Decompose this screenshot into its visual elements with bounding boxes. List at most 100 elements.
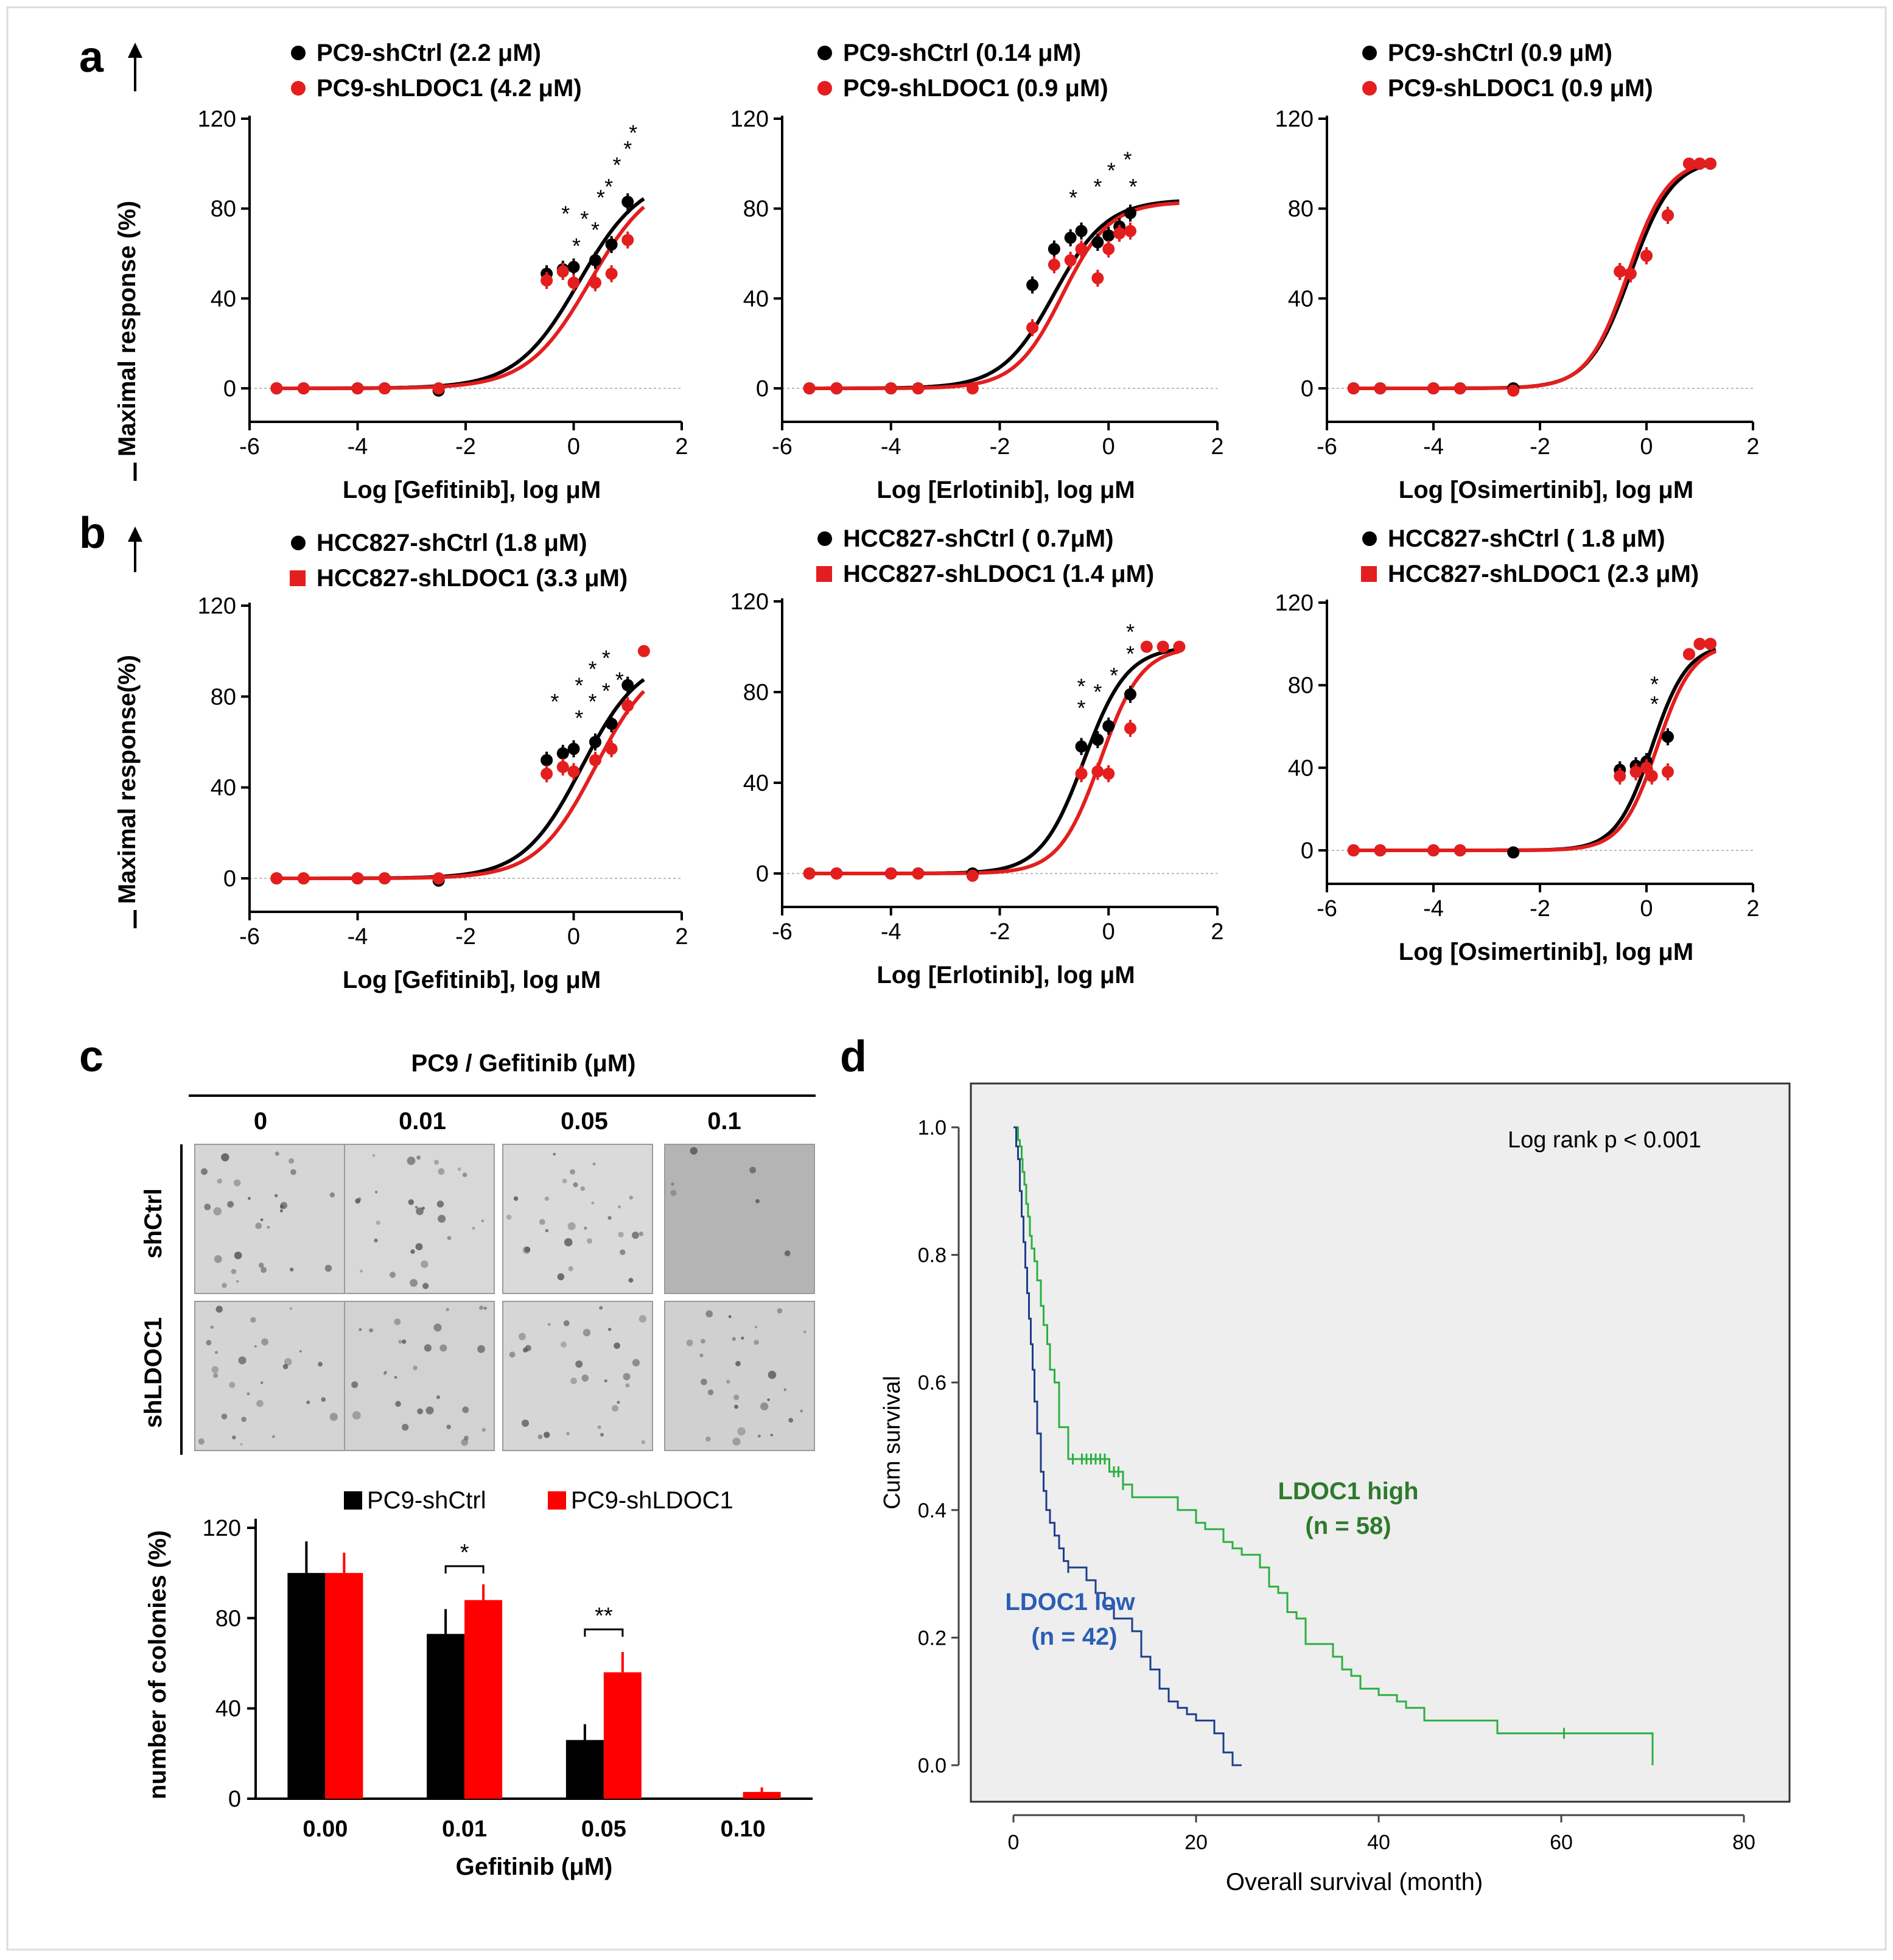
- colony-dot: [518, 1332, 526, 1340]
- data-point-1: [589, 754, 601, 766]
- colony-dot: [604, 1379, 607, 1383]
- data-point-1: [1704, 157, 1716, 170]
- data-point-1: [1614, 265, 1626, 278]
- panel-c-images: PC9 / Gefitinib (μM) 0 0.01 0.05 0.1 shC…: [140, 1050, 816, 1455]
- colony-dot: [372, 1154, 376, 1157]
- colony-dot: [625, 1383, 630, 1388]
- significance-star: *: [591, 217, 600, 242]
- colony-dot: [690, 1147, 698, 1155]
- significance-star: *: [580, 206, 589, 231]
- colony-dot: [416, 1155, 421, 1160]
- km-label-low: LDOC1 low: [1005, 1589, 1135, 1615]
- colony-dot: [628, 1278, 634, 1283]
- data-point-0: [1075, 225, 1088, 237]
- significance-star: *: [602, 646, 611, 671]
- colony-dot: [241, 1416, 247, 1423]
- colony-image-bg: [344, 1144, 495, 1294]
- image-row-1: shLDOC1: [140, 1317, 167, 1428]
- legend-marker-0: [1362, 531, 1377, 546]
- colony-dot: [289, 1307, 292, 1310]
- colony-dot: [318, 1362, 323, 1367]
- data-point-0: [1026, 279, 1039, 292]
- data-point-1: [1091, 765, 1104, 778]
- dose-panel-b3: 0 40 80 120 -6 -4 -2 0 2 Log [Osimertinib], log μ…: [1275, 525, 1760, 965]
- colony-image-bg: [664, 1144, 815, 1294]
- colony-dot: [200, 1168, 208, 1175]
- fit-curve-1: [809, 649, 1180, 875]
- fit-curve-1: [1353, 160, 1716, 390]
- colony-dot: [446, 1424, 451, 1429]
- colony-dot: [282, 1363, 289, 1370]
- data-point-1: [1113, 227, 1126, 240]
- colony-dot: [573, 1182, 578, 1188]
- significance-star: *: [1077, 674, 1086, 699]
- significance-star: *: [602, 678, 611, 703]
- data-point-0: [605, 718, 618, 730]
- data-point-1: [1374, 844, 1387, 856]
- colony-dot: [402, 1424, 409, 1431]
- colony-dot: [686, 1339, 693, 1346]
- bar-category-label: 0.05: [581, 1816, 626, 1842]
- fit-curve-1: [276, 205, 645, 390]
- colony-dot: [213, 1373, 219, 1378]
- colony-image-r0-c2: [502, 1144, 653, 1294]
- colony-dot: [671, 1182, 674, 1186]
- x-tick-label: -6: [772, 434, 793, 460]
- data-point-1: [1102, 243, 1115, 256]
- panel-label-c: c: [79, 1032, 103, 1081]
- dose-panel-a1: 0 40 80 120 -6 -4 -2 0 2 Log [Gefitinib], log μM *…: [198, 40, 688, 503]
- km-plot-area: [970, 1082, 1791, 1803]
- colony-dot: [231, 1269, 237, 1275]
- colony-dot: [408, 1199, 415, 1205]
- colony-dot: [545, 1229, 549, 1233]
- significance-star: *: [612, 153, 621, 178]
- data-point-1: [830, 867, 843, 880]
- y-tick-label: 0: [1301, 376, 1314, 402]
- data-point-1: [1156, 640, 1169, 653]
- colony-dot: [641, 1440, 646, 1444]
- colony-dot: [462, 1172, 467, 1177]
- colony-dot: [410, 1249, 415, 1254]
- colony-dot: [227, 1201, 234, 1208]
- y-tick-label: 0: [223, 376, 236, 402]
- colony-image-r0-c1: [344, 1144, 495, 1294]
- colony-dot: [600, 1433, 604, 1437]
- y-tick-label: 40: [743, 286, 769, 312]
- colony-dot: [612, 1405, 618, 1412]
- x-tick-label: 2: [1746, 434, 1759, 460]
- significance-label: *: [460, 1540, 469, 1566]
- data-point-1: [432, 872, 445, 884]
- colony-dot: [553, 1152, 556, 1156]
- colony-dot: [324, 1264, 332, 1272]
- legend-label-0: PC9-shCtrl (0.9 μM): [1388, 40, 1612, 66]
- y-tick-label: 80: [211, 197, 236, 222]
- data-point-1: [1640, 250, 1653, 262]
- bar-legend-marker-1: [548, 1491, 566, 1510]
- colony-dot: [800, 1409, 803, 1413]
- colony-dot: [760, 1402, 769, 1411]
- data-point-1: [432, 382, 445, 394]
- colony-dot: [280, 1202, 288, 1209]
- data-point-1: [1704, 637, 1716, 650]
- legend-marker-1: [290, 570, 306, 586]
- x-tick-label: -4: [1423, 896, 1444, 922]
- data-point-1: [351, 872, 364, 884]
- colony-dot: [221, 1413, 228, 1419]
- significance-star: *: [1110, 663, 1118, 688]
- colony-dot: [260, 1218, 264, 1222]
- y-tick-label: 120: [1275, 590, 1314, 616]
- x-tick-label: -4: [348, 434, 368, 460]
- colony-dot: [563, 1320, 570, 1326]
- colony-dot: [521, 1419, 530, 1427]
- km-n-high: (n = 58): [1305, 1513, 1391, 1539]
- significance-star: *: [597, 185, 605, 210]
- x-axis-label: Log [Osimertinib], log μM: [1399, 939, 1693, 965]
- colony-dot: [240, 1443, 243, 1446]
- significance-bracket: [444, 1565, 485, 1574]
- fit-curve-0: [1353, 648, 1716, 852]
- colony-dot: [390, 1272, 396, 1278]
- data-point-1: [1614, 769, 1626, 782]
- significance-star: *: [550, 689, 559, 714]
- colony-dot: [369, 1328, 373, 1333]
- legend-marker-1: [291, 81, 306, 96]
